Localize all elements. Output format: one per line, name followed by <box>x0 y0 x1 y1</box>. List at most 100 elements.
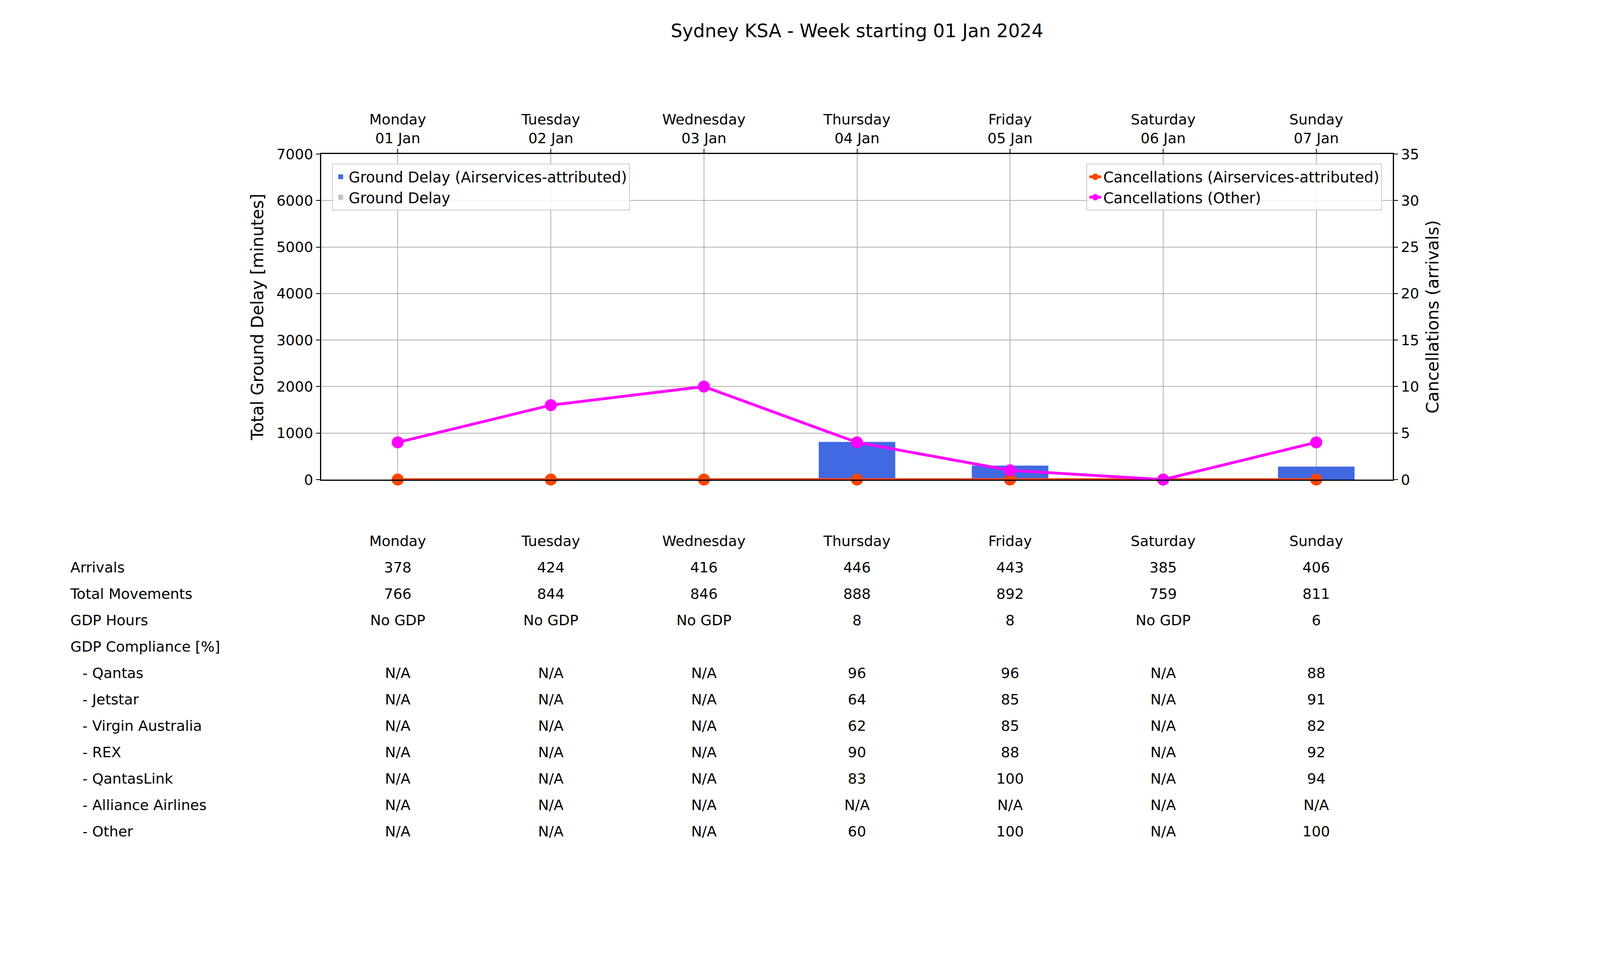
html-text:94: 94 <box>1307 770 1326 787</box>
svg-text:Sydney KSA - Week starting 01: Sydney KSA - Week starting 01 Jan 2024 <box>670 20 1044 42</box>
svg-text:4000: 4000 <box>276 285 314 302</box>
html-text:424: 424 <box>537 559 565 576</box>
html-text:85: 85 <box>1000 691 1020 708</box>
html-text:844: 844 <box>537 585 565 602</box>
html-text:N/A: N/A <box>538 770 564 787</box>
svg-text:5000: 5000 <box>276 238 314 256</box>
html-text:N/A: N/A <box>691 717 717 734</box>
svg-text:Cancellations (Airservices-att: Cancellations (Airservices-attributed) <box>1103 168 1380 186</box>
html-text:No GDP: No GDP <box>1135 611 1191 629</box>
html-text:892: 892 <box>996 585 1024 602</box>
html-text:- Jetstar: - Jetstar <box>82 691 139 708</box>
svg-text:Ground Delay (Airservices-attr: Ground Delay (Airservices-attributed) <box>348 168 627 186</box>
html-text:No GDP: No GDP <box>676 611 732 629</box>
html-text:406: 406 <box>1302 559 1330 576</box>
html-text:96: 96 <box>1000 664 1020 681</box>
html-text:- Qantas: - Qantas <box>82 664 144 681</box>
svg-text:7000: 7000 <box>276 146 314 163</box>
html-text:N/A: N/A <box>538 717 564 734</box>
html-text:Wednesday: Wednesday <box>662 532 746 549</box>
html-text:846: 846 <box>690 585 718 602</box>
svg-text:5: 5 <box>1400 424 1410 442</box>
html-text:759: 759 <box>1149 585 1177 602</box>
svg-text:10: 10 <box>1400 378 1420 395</box>
html-text:83: 83 <box>847 770 867 787</box>
svg-text:1000: 1000 <box>276 424 314 442</box>
html-text:N/A: N/A <box>691 743 717 761</box>
svg-text:6000: 6000 <box>276 192 314 209</box>
html-text:N/A: N/A <box>385 664 411 681</box>
html-text:- QantasLink: - QantasLink <box>82 770 173 787</box>
svg-text:Cancellations (arrivals): Cancellations (arrivals) <box>1422 220 1443 414</box>
html-text:N/A: N/A <box>1150 691 1176 708</box>
html-text:N/A: N/A <box>1150 664 1176 681</box>
html-text:N/A: N/A <box>538 743 564 761</box>
html-text:N/A: N/A <box>691 770 717 787</box>
svg-text:Total Ground Delay [minutes]: Total Ground Delay [minutes] <box>247 193 268 441</box>
svg-text:2000: 2000 <box>276 378 314 395</box>
html-text:N/A: N/A <box>385 743 411 761</box>
svg-text:0: 0 <box>304 471 314 488</box>
html-text:N/A: N/A <box>538 691 564 708</box>
html-text:64: 64 <box>847 691 867 708</box>
svg-text:Saturday06 Jan: Saturday06 Jan <box>1130 111 1196 147</box>
html-text:N/A: N/A <box>1150 770 1176 787</box>
svg-text:15: 15 <box>1400 332 1420 349</box>
html-text:- Alliance Airlines: - Alliance Airlines <box>82 796 207 813</box>
html-text:Thursday: Thursday <box>823 532 891 549</box>
html-text:N/A: N/A <box>538 664 564 681</box>
svg-text:Wednesday03 Jan: Wednesday03 Jan <box>662 111 746 147</box>
svg-text:Cancellations (Other): Cancellations (Other) <box>1103 189 1261 207</box>
html-text:N/A: N/A <box>691 664 717 681</box>
html-text:100: 100 <box>996 770 1024 787</box>
html-text:Tuesday: Tuesday <box>521 532 581 549</box>
html-text:No GDP: No GDP <box>523 611 579 629</box>
html-text:62: 62 <box>847 717 867 734</box>
svg-text:20: 20 <box>1400 285 1420 302</box>
html-text:446: 446 <box>843 559 871 576</box>
svg-text:25: 25 <box>1400 238 1420 256</box>
html-text:378: 378 <box>384 559 412 576</box>
html-text:Arrivals: Arrivals <box>70 559 125 576</box>
html-text:88: 88 <box>1000 743 1020 761</box>
html-text:N/A: N/A <box>385 770 411 787</box>
html-text:GDP Hours: GDP Hours <box>70 611 149 629</box>
html-text:85: 85 <box>1000 717 1020 734</box>
html-text:385: 385 <box>1149 559 1177 576</box>
svg-text:Tuesday02 Jan: Tuesday02 Jan <box>521 111 580 147</box>
html-text:Sunday: Sunday <box>1289 532 1344 549</box>
html-text:- Virgin Australia: - Virgin Australia <box>82 717 202 734</box>
html-text:766: 766 <box>384 585 412 602</box>
html-text:Monday: Monday <box>369 532 427 549</box>
html-text:82: 82 <box>1307 717 1326 734</box>
svg-text:0: 0 <box>1400 471 1410 488</box>
html-text:443: 443 <box>996 559 1024 576</box>
html-text:N/A: N/A <box>1150 743 1176 761</box>
svg-text:Sunday07 Jan: Sunday07 Jan <box>1289 111 1344 147</box>
html-text:91: 91 <box>1307 691 1326 708</box>
html-text:888: 888 <box>843 585 871 602</box>
html-text:N/A: N/A <box>1150 717 1176 734</box>
html-text:No GDP: No GDP <box>370 611 426 629</box>
svg-text:Monday01 Jan: Monday01 Jan <box>369 111 426 147</box>
html-text:416: 416 <box>690 559 718 576</box>
html-text:96: 96 <box>847 664 867 681</box>
svg-text:Thursday04 Jan: Thursday04 Jan <box>823 111 891 147</box>
svg-text:35: 35 <box>1400 146 1420 163</box>
html-text:GDP Compliance [%]: GDP Compliance [%] <box>70 638 221 655</box>
html-text:N/A: N/A <box>691 691 717 708</box>
html-text:N/A: N/A <box>385 691 411 708</box>
html-text:88: 88 <box>1307 664 1326 681</box>
html-text:92: 92 <box>1307 743 1326 761</box>
html-text:90: 90 <box>847 743 867 761</box>
html-text:Friday: Friday <box>988 532 1032 549</box>
svg-text:Friday05 Jan: Friday05 Jan <box>987 111 1033 147</box>
svg-text:30: 30 <box>1400 192 1420 209</box>
html-text:811: 811 <box>1302 585 1330 602</box>
html-text:N/A: N/A <box>385 717 411 734</box>
html-text:- REX: - REX <box>82 743 122 761</box>
html-text:Saturday: Saturday <box>1130 532 1196 549</box>
svg-text:3000: 3000 <box>276 332 314 349</box>
html-text:Total Movements: Total Movements <box>70 585 193 602</box>
svg-text:Ground Delay: Ground Delay <box>348 189 451 207</box>
